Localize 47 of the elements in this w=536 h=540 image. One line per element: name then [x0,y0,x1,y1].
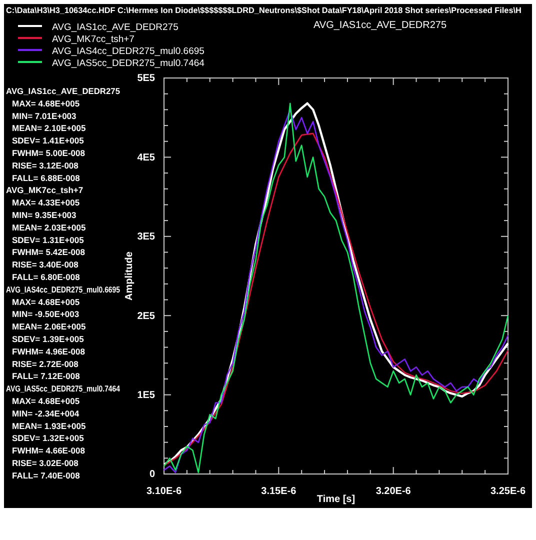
text: MEAN= 2.10E+005 [12,123,86,134]
y-tick-label: 5E5 [137,73,156,84]
text: FALL= 7.40E-008 [12,470,80,480]
text: MAX= 4.33E+005 [12,198,80,208]
text: SDEV= 1.32E+005 [12,433,84,444]
text: RISE= 3.02E-008 [12,458,79,468]
text: AVG_MK7cc_tsh+7 [6,185,84,196]
x-axis-title: Time [s] [316,494,356,505]
text: MAX= 4.68E+005 [12,396,80,406]
text: RISE= 3.12E-008 [12,160,79,170]
text: C:\Data\H3\H3_10634cc.HDF C:\Hermes Ion Diode\$$$$$$$LDRD_Neutrons\$Shot Data\FY18\April 2018 Shot series\Processed Files\H [6,6,522,15]
text: FALL= 6.80E-008 [12,272,80,282]
text: MAX= 4.68E+005 [12,98,80,108]
y-tick-label: 2E5 [137,310,156,322]
text: MIN= 7.01E+003 [12,110,77,121]
legend-label: AVG_IAS4cc_DEDR275_mul0.6695 [52,46,204,57]
text: FWHM= 4.66E-008 [12,446,86,456]
chart-title: AVG_IAS1cc_AVE_DEDR275 [313,20,447,31]
text: FWHM= 4.96E-008 [12,346,86,356]
text: SDEV= 1.39E+005 [12,334,84,344]
text: MAX= 4.68E+005 [12,296,80,307]
text: FWHM= 5.00E-008 [12,148,86,158]
x-tick-label: 3.15E-6 [261,486,297,497]
text: MIN= 9.35E+003 [12,210,77,220]
text: MEAN= 2.06E+005 [12,322,86,332]
x-tick-label: 3.25E-6 [490,486,526,497]
x-tick-label: 3.10E-6 [146,486,182,497]
text: RISE= 3.40E-008 [12,260,79,270]
text: SDEV= 1.31E+005 [12,234,84,245]
text: FALL= 7.12E-008 [12,371,80,382]
y-tick-label: 3E5 [137,232,156,243]
x-tick-label: 3.20E-6 [376,486,412,497]
text: FWHM= 5.42E-008 [12,247,86,258]
y-tick-label: 4E5 [137,152,156,164]
legend-label: AVG_IAS1cc_AVE_DEDR275 [52,22,178,33]
text: MEAN= 1.93E+005 [12,420,86,431]
text: FALL= 6.88E-008 [12,172,80,183]
legend-label: AVG_MK7cc_tsh+7 [52,34,134,45]
text: AVG_IAS1cc_AVE_DEDR275 [6,86,122,96]
y-axis-title: Amplitude [124,251,135,300]
text: MEAN= 2.03E+005 [12,222,86,232]
legend-label: AVG_IAS5cc_DEDR275_mul0.7464 [52,58,204,69]
text: MIN= -2.34E+004 [12,408,80,418]
text: RISE= 2.72E-008 [12,358,79,369]
text: MIN= -9.50E+003 [12,309,80,320]
y-tick-label: 0 [149,469,156,480]
text: SDEV= 1.41E+005 [12,136,84,146]
